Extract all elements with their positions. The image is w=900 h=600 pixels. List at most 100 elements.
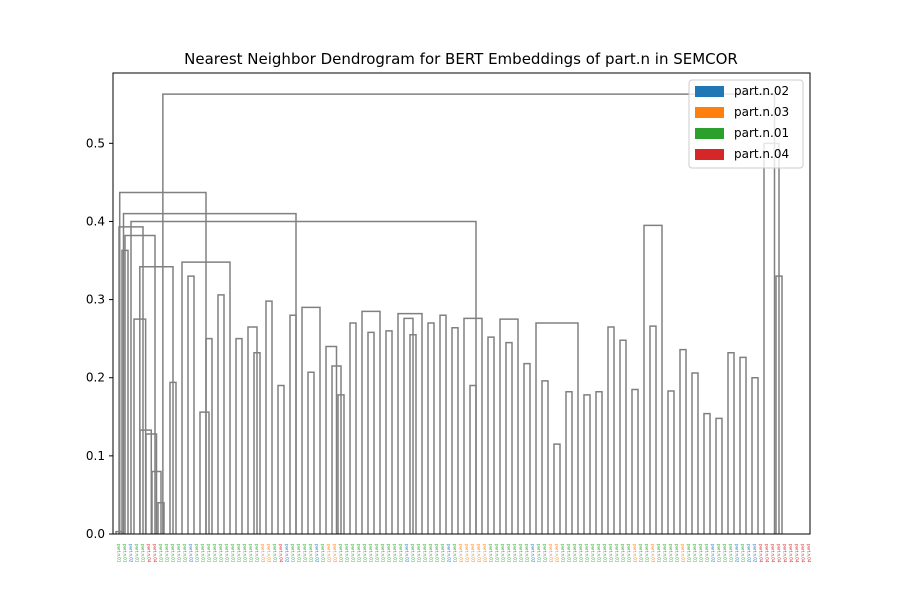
leaf-label: part.n.01: [645, 544, 650, 563]
leaf-label: part.n.01: [501, 544, 506, 563]
link-28: [487, 336, 495, 534]
leaf-label: part.n.01: [723, 544, 728, 563]
leaf-label: part.n.03: [267, 544, 272, 563]
legend-entry: part.n.04: [734, 147, 789, 161]
leaf-labels: part.n.01 part.n.01 part.n.02 part.n.01 part…: [117, 544, 812, 563]
leaf-label: part.n.01: [165, 544, 170, 563]
link-36: [619, 339, 627, 534]
plot-frame: [112, 72, 811, 535]
link-43: [715, 417, 723, 534]
leaf-label: part.n.04: [765, 544, 770, 563]
leaf-label: part.n.01: [621, 544, 626, 563]
leaf-label: part.n.03: [471, 544, 476, 563]
link-8: [139, 266, 174, 534]
leaf-label: part.n.01: [579, 544, 584, 563]
leaf-label: part.n.01: [243, 544, 248, 563]
leaf-label: part.n.02: [747, 544, 752, 563]
leaf-label: part.n.01: [699, 544, 704, 563]
link-15: [289, 314, 297, 534]
link-59: [607, 326, 615, 534]
leaf-label: part.n.02: [315, 544, 320, 563]
legend-box: [688, 79, 804, 169]
link-22: [385, 330, 393, 534]
leaf-label: part.n.01: [195, 544, 200, 563]
leaf-label: part.n.02: [711, 544, 716, 563]
leaf-label: part.n.01: [705, 544, 710, 563]
leaf-label: part.n.01: [603, 544, 608, 563]
link-67: [162, 93, 776, 534]
leaf-label: part.n.01: [219, 544, 224, 563]
link-52: [301, 306, 321, 534]
leaf-label: part.n.01: [687, 544, 692, 563]
leaf-label: part.n.01: [669, 544, 674, 563]
leaf-label: part.n.01: [453, 544, 458, 563]
leaf-label: part.n.01: [585, 544, 590, 563]
legend-swatch: [695, 128, 724, 139]
link-60: [643, 224, 663, 534]
leaf-label: part.n.01: [375, 544, 380, 563]
leaf-label: part.n.01: [717, 544, 722, 563]
link-11: [235, 337, 243, 534]
leaf-label: part.n.01: [561, 544, 566, 563]
leaf-label: part.n.04: [147, 544, 152, 563]
leaf-label: part.n.01: [543, 544, 548, 563]
link-57: [499, 318, 519, 534]
link-26: [451, 326, 459, 534]
leaf-label: part.n.03: [555, 544, 560, 563]
leaf-label: part.n.01: [639, 544, 644, 563]
leaf-label: part.n.01: [507, 544, 512, 563]
leaf-label: part.n.03: [681, 544, 686, 563]
leaf-label: part.n.03: [459, 544, 464, 563]
leaf-label: part.n.01: [345, 544, 350, 563]
leaf-label: part.n.01: [519, 544, 524, 563]
leaf-label: part.n.01: [525, 544, 530, 563]
leaf-label: part.n.01: [201, 544, 206, 563]
link-16: [307, 371, 315, 534]
leaf-label: part.n.01: [135, 544, 140, 563]
leaf-label: part.n.04: [771, 544, 776, 563]
leaf-label: part.n.01: [339, 544, 344, 563]
link-40: [679, 348, 687, 534]
leaf-label: part.n.01: [231, 544, 236, 563]
leaf-label: part.n.03: [261, 544, 266, 563]
leaf-label: part.n.01: [291, 544, 296, 563]
leaf-label: part.n.03: [651, 544, 656, 563]
leaf-label: part.n.01: [273, 544, 278, 563]
leaf-label: part.n.01: [417, 544, 422, 563]
leaf-label: part.n.01: [693, 544, 698, 563]
leaf-label: part.n.02: [285, 544, 290, 563]
leaf-label: part.n.01: [741, 544, 746, 563]
leaf-label: part.n.01: [303, 544, 308, 563]
leaf-label: part.n.01: [609, 544, 614, 563]
leaf-label: part.n.01: [177, 544, 182, 563]
y-tick-label: 0.3: [86, 293, 105, 307]
leaf-label: part.n.01: [363, 544, 368, 563]
link-25: [427, 322, 435, 534]
leaf-label: part.n.01: [117, 544, 122, 563]
leaf-label: part.n.03: [483, 544, 488, 563]
link-55: [439, 314, 447, 534]
leaf-label: part.n.01: [537, 544, 542, 563]
leaf-label: part.n.01: [411, 544, 416, 563]
leaf-label: part.n.01: [567, 544, 572, 563]
leaf-label: part.n.02: [405, 544, 410, 563]
link-51: [265, 300, 273, 534]
leaf-label: part.n.03: [333, 544, 338, 563]
leaf-label: part.n.01: [441, 544, 446, 563]
leaf-label: part.n.01: [435, 544, 440, 563]
link-30: [523, 362, 531, 534]
leaf-label: part.n.01: [141, 544, 146, 563]
leaf-label: part.n.04: [795, 544, 800, 563]
leaf-label: part.n.03: [477, 544, 482, 563]
leaf-label: part.n.04: [801, 544, 806, 563]
leaf-label: part.n.02: [735, 544, 740, 563]
link-50: [217, 294, 225, 534]
leaf-label: part.n.01: [423, 544, 428, 563]
link-65: [122, 212, 297, 534]
link-14: [277, 384, 285, 534]
leaf-label: part.n.02: [447, 544, 452, 563]
y-tick-label: 0.1: [86, 449, 105, 463]
leaf-label: part.n.01: [729, 544, 734, 563]
legend-swatch: [695, 86, 724, 97]
